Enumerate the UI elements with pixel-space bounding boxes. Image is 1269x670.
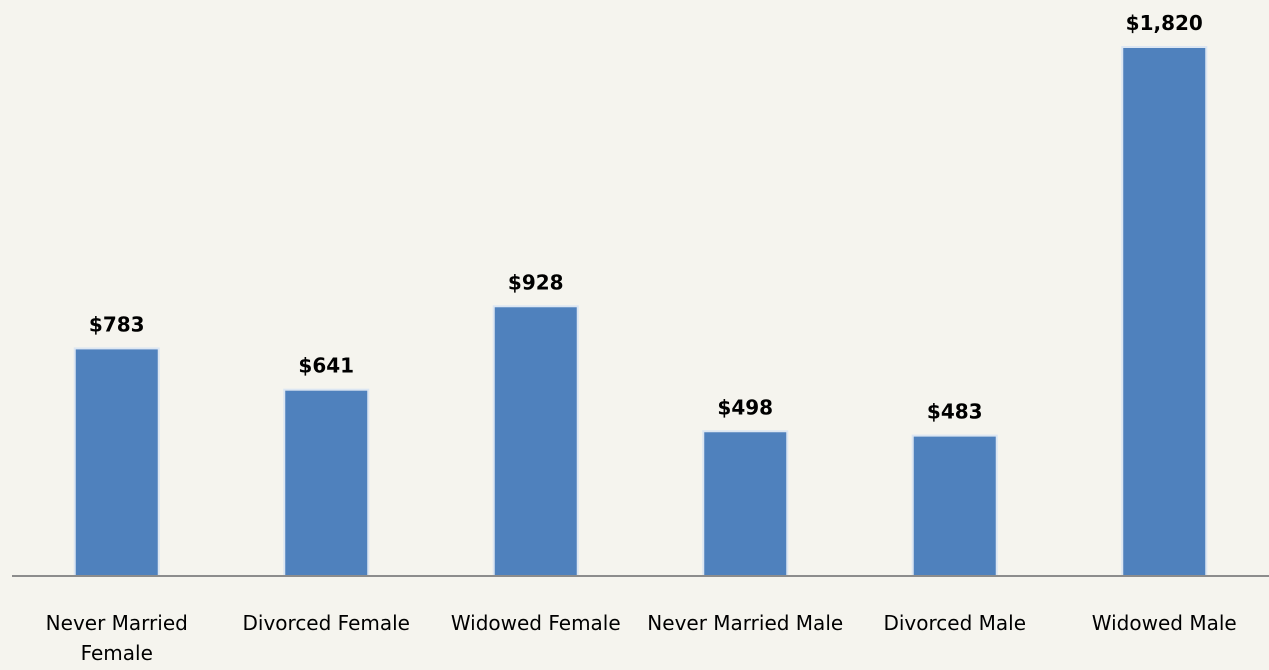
data-label: $783: [89, 312, 145, 336]
data-label: $483: [927, 400, 983, 424]
data-label: $641: [298, 354, 354, 378]
bar: [911, 434, 998, 577]
data-label: $928: [508, 270, 564, 294]
x-tick-label: Divorced Male: [883, 611, 1027, 635]
x-tick-label: Divorced Female: [242, 611, 410, 635]
x-tick-label: Never Married Male: [647, 611, 844, 635]
bar: [73, 347, 160, 577]
data-label: $1,820: [1126, 11, 1203, 35]
bar: [492, 305, 579, 577]
bar: [1121, 46, 1208, 577]
x-tick-label: Never Married Female: [45, 611, 188, 665]
data-label: $498: [717, 395, 773, 419]
x-tick-label: Widowed Female: [450, 611, 621, 635]
bar: [702, 430, 789, 577]
x-tick-label: Widowed Male: [1091, 611, 1237, 635]
bar: [283, 388, 370, 577]
